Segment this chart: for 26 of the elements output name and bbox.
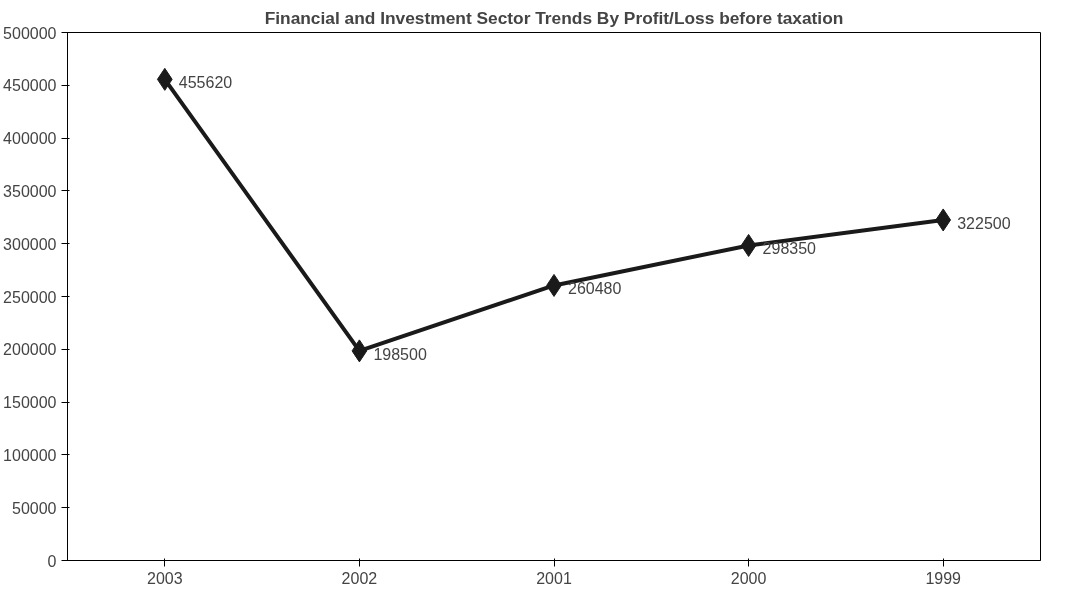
y-tick-label: 100000	[3, 446, 57, 464]
y-tick-label: 200000	[3, 341, 57, 359]
data-label: 198500	[373, 345, 427, 363]
data-label: 455620	[178, 74, 233, 92]
x-tick-label: 1999	[925, 569, 962, 587]
chart-title: Financial and Investment Sector Trends By Profit/Loss before taxation	[264, 7, 844, 28]
y-tick-label: 50000	[12, 499, 57, 517]
y-tick-label: 450000	[3, 77, 57, 95]
x-tick-label: 2003	[147, 569, 183, 587]
x-tick-label: 2000	[730, 569, 767, 587]
y-tick-label: 400000	[3, 130, 57, 148]
point	[156, 67, 173, 91]
point	[351, 339, 368, 363]
y-tick-label: 300000	[3, 235, 57, 253]
y-tick-label: 150000	[3, 394, 57, 412]
point	[740, 233, 757, 257]
data-label: 260480	[568, 280, 622, 298]
y-tick-label: 0	[47, 552, 57, 570]
y-tick-label: 350000	[3, 182, 57, 200]
y-tick-label: 250000	[3, 288, 57, 306]
data-label: 298350	[762, 240, 817, 258]
point	[935, 208, 952, 232]
x-tick-label: 2001	[536, 569, 572, 587]
data-label: 322500	[957, 214, 1011, 232]
y-tick-label: 500000	[3, 24, 57, 42]
x-tick-label: 2002	[341, 569, 378, 587]
